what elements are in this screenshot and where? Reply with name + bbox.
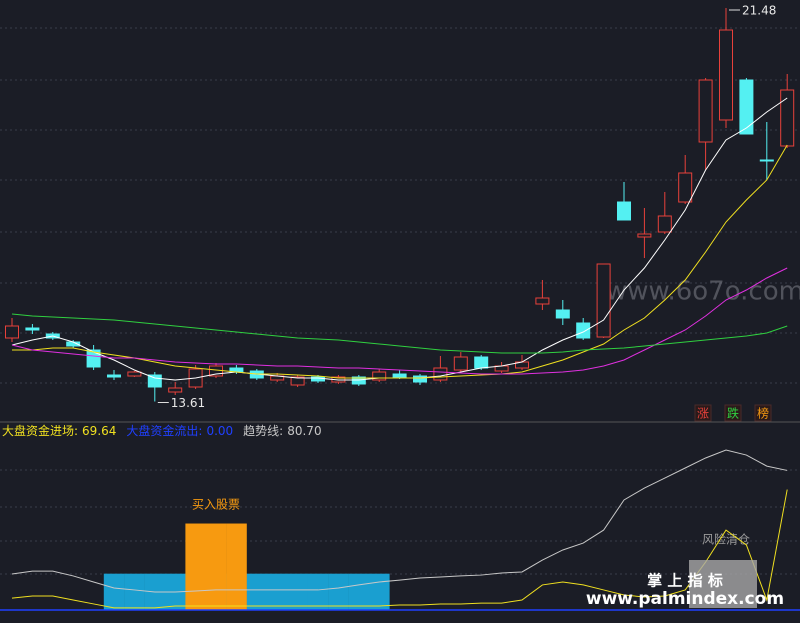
candle-body	[596, 263, 611, 338]
legend-label: 大盘资金进场:	[2, 423, 78, 438]
watermark-box	[689, 560, 757, 608]
candle-body	[719, 29, 733, 121]
rank-button	[724, 404, 742, 422]
candle-body	[290, 376, 305, 386]
signal-bar	[246, 573, 268, 610]
rank-button-label: 跌	[727, 406, 739, 421]
signal-bar	[307, 573, 329, 610]
legend-value: 80.70	[287, 424, 321, 438]
rank-button	[754, 404, 772, 422]
legend: 大盘资金进场: 69.64 大盘资金流出: 0.00 趋势线: 80.70	[2, 423, 322, 438]
moving-average	[11, 267, 788, 375]
candle-body	[86, 349, 101, 368]
signal-bar	[348, 573, 370, 610]
candle-body	[780, 89, 795, 147]
legend-value: 0.00	[206, 424, 233, 438]
candle-body	[657, 215, 672, 233]
candle-body	[127, 371, 142, 377]
candle-body	[5, 325, 19, 339]
signal-bar	[124, 573, 145, 610]
rank-button-label: 榜	[757, 406, 769, 421]
watermark: www.6o7o.com	[606, 277, 800, 307]
indicator-line	[11, 489, 788, 609]
candle-body	[474, 356, 489, 369]
candle-body	[759, 159, 774, 162]
candle-body	[107, 374, 121, 378]
candle-body	[535, 297, 550, 305]
candle-body	[372, 371, 387, 381]
signal-bar	[287, 573, 308, 610]
candle-body	[576, 322, 591, 339]
candle-body	[168, 387, 183, 393]
signal-bar	[226, 523, 247, 610]
legend-value: 69.64	[82, 424, 116, 438]
legend-label: 趋势线:	[243, 424, 283, 438]
indicator-line	[11, 449, 788, 593]
signal-bar	[267, 573, 288, 610]
low-label: 13.61	[171, 396, 205, 410]
moving-average	[11, 313, 788, 354]
candle-body	[617, 201, 631, 221]
legend-label: 大盘资金流出:	[126, 423, 202, 438]
candle-body	[637, 233, 652, 238]
candle-body	[392, 373, 407, 378]
sell-label: 风险清仓	[702, 532, 750, 547]
signal-bar	[103, 573, 125, 610]
candle-body	[698, 79, 713, 143]
watermark-title: 掌 上 指 标	[647, 572, 723, 590]
candle-body	[433, 367, 448, 381]
buy-label: 买入股票	[192, 498, 240, 512]
rank-button	[694, 404, 712, 422]
candle-body	[453, 356, 468, 371]
signal-bar	[205, 523, 227, 610]
rank-button-label: 涨	[697, 406, 709, 421]
candle-body	[25, 327, 40, 331]
signal-bar	[185, 523, 206, 610]
candle-body	[555, 309, 570, 319]
moving-average	[12, 144, 788, 379]
moving-average	[11, 97, 788, 381]
candle-body	[147, 374, 162, 388]
candle-body	[739, 79, 754, 135]
high-label: 21.48	[742, 4, 776, 18]
signal-bar	[328, 573, 349, 610]
watermark-url: www.palmindex.com	[586, 589, 784, 609]
signal-bar	[369, 573, 390, 610]
candle-body	[678, 172, 693, 203]
candle-body	[413, 375, 427, 383]
